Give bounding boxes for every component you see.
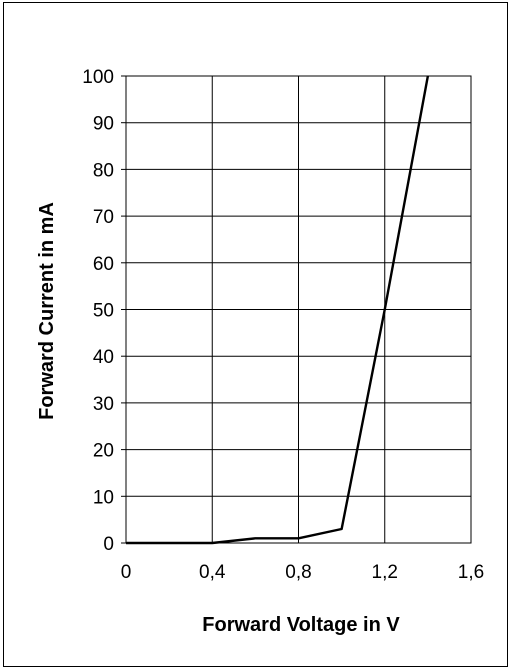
series-line-0: [126, 75, 430, 545]
series-group: [126, 75, 430, 545]
x-tick-label-1: 0,4: [199, 562, 226, 583]
y-tick-label-9: 90: [93, 114, 114, 135]
y-tick-label-0: 0: [103, 534, 114, 555]
y-tick-label-10: 100: [82, 67, 114, 88]
grid-lines: [125, 75, 472, 544]
y-tick-label-1: 10: [93, 487, 114, 508]
x-tick-label-3: 1,2: [372, 562, 398, 583]
chart-frame: 0 0,4 0,8 1,2 1,6 0 10 20 30 40 50 60 70 80 90 100 For…: [3, 2, 508, 667]
x-tick-label-2: 0,8: [285, 562, 311, 583]
y-axis-title: Forward Current in mA: [36, 202, 58, 420]
y-tick-label-3: 30: [93, 394, 114, 415]
x-tick-label-0: 0: [121, 562, 132, 583]
x-tick-labels: 0 0,4 0,8 1,2 1,6: [121, 562, 485, 583]
diode-iv-chart: 0 0,4 0,8 1,2 1,6 0 10 20 30 40 50 60 70 80 90 100 For…: [36, 67, 485, 636]
y-tick-label-2: 20: [93, 441, 114, 462]
y-tick-label-7: 70: [93, 207, 114, 228]
y-tick-label-6: 60: [93, 254, 114, 275]
x-axis-title: Forward Voltage in V: [202, 614, 400, 636]
plot-area-border: [121, 75, 472, 544]
y-tick-labels: 0 10 20 30 40 50 60 70 80 90 100: [82, 67, 114, 555]
y-tick-label-8: 80: [93, 160, 114, 181]
y-tick-label-5: 50: [93, 301, 114, 322]
y-tick-label-4: 40: [93, 347, 114, 368]
x-tick-label-4: 1,6: [458, 562, 484, 583]
